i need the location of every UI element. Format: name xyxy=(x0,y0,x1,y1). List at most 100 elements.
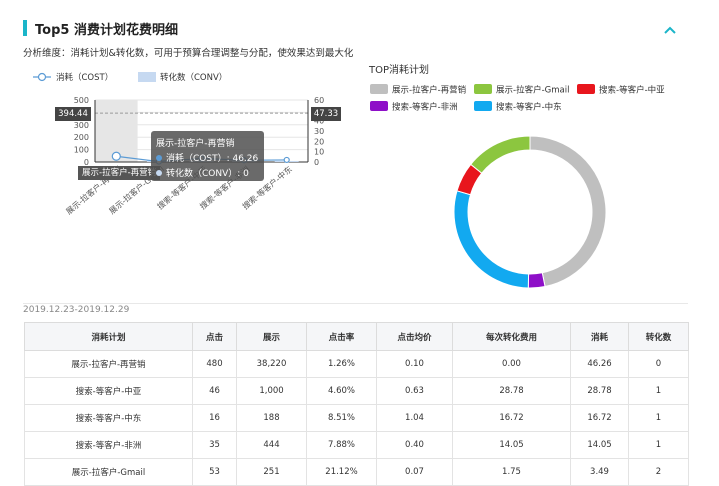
table-cell: 46 xyxy=(192,377,237,405)
table-cell: 0.00 xyxy=(452,350,571,378)
donut-legend-swatch[interactable] xyxy=(474,84,492,94)
table-header-cell: 每次转化费用 xyxy=(452,322,571,351)
hover-category-label: 展示-拉客户-再营销 xyxy=(78,166,161,180)
y-left-tick-label: 500 xyxy=(74,96,89,105)
table-cell: 251 xyxy=(236,458,307,486)
table-cell: 46.26 xyxy=(570,350,629,378)
table-header-cell: 展示 xyxy=(236,322,307,351)
table-header-cell: 消耗 xyxy=(570,322,629,351)
table-cell: 1.75 xyxy=(452,458,571,486)
table-cell: 1,000 xyxy=(236,377,307,405)
cost-plan-table: 消耗计划 点击 展示 点击率 点击均价 每次转化费用 消耗 转化数 展示-拉客户-再营销 480… xyxy=(24,322,689,486)
table-cell: 1 xyxy=(628,404,689,432)
table-cell: 1 xyxy=(628,377,689,405)
section-header: Top5 消费计划花费明细 xyxy=(23,18,178,38)
donut-legend-swatch[interactable] xyxy=(577,84,595,94)
y-right-tick-label: 60 xyxy=(314,96,324,105)
tooltip-conv-value: 转化数（CONV）: 0 xyxy=(166,169,249,179)
legend-cost-label: 消耗（COST） xyxy=(56,72,113,83)
legend-cost[interactable]: 消耗（COST） xyxy=(33,72,113,83)
donut-legend-swatch[interactable] xyxy=(474,101,492,111)
table-header-row: 消耗计划 点击 展示 点击率 点击均价 每次转化费用 消耗 转化数 xyxy=(24,322,689,351)
table-body: 展示-拉客户-再营销 480 38,220 1.26% 0.10 0.00 46.26 0 搜索… xyxy=(24,350,689,486)
y-right-pointer: 47.33 xyxy=(311,107,341,121)
table-header-cell: 点击 xyxy=(192,322,237,351)
table-row: 搜索-等客户-中东 16 188 8.51% 1.04 16.72 16.72 1 xyxy=(24,404,689,432)
y-right-tick-label: 10 xyxy=(314,148,324,157)
table-cell: 0.40 xyxy=(376,431,453,459)
table-cell: 35 xyxy=(192,431,237,459)
section-title: Top5 消费计划花费明细 xyxy=(35,22,178,38)
table-cell: 16 xyxy=(192,404,237,432)
table-cell: 1.04 xyxy=(376,404,453,432)
donut-chart-title: TOP消耗计划 xyxy=(368,63,429,76)
table-header-cell: 点击率 xyxy=(306,322,377,351)
table-cell: 3.49 xyxy=(570,458,629,486)
tooltip-cost-value: 消耗（COST）: 46.26 xyxy=(166,154,259,164)
table-header-cell: 转化数 xyxy=(628,322,689,351)
table-cell: 16.72 xyxy=(452,404,571,432)
header-accent-bar xyxy=(23,20,27,36)
donut-legend-label[interactable]: 展示-拉客户-Gmail xyxy=(496,85,569,96)
analysis-subtitle: 分析维度：消耗计划&转化数，可用于预算合理调整与分配，使效果达到最大化 xyxy=(23,48,354,59)
collapse-chevron-up-icon[interactable] xyxy=(660,20,680,40)
table-cell: 4.60% xyxy=(306,377,377,405)
legend-conv-label: 转化数（CONV） xyxy=(160,72,227,83)
table-cell: 8.51% xyxy=(306,404,377,432)
donut-slice[interactable] xyxy=(529,135,607,288)
date-range: 2019.12.23-2019.12.29 xyxy=(23,305,130,315)
donut-legend-label[interactable]: 搜索-等客户-中东 xyxy=(496,102,562,113)
top-cost-donut-chart: TOP消耗计划 展示-拉客户-再营销 展示-拉客户-Gmail 搜索-等客户-中亚搜… xyxy=(368,63,665,289)
y-right-tick-label: 20 xyxy=(314,137,324,146)
y-left-tick-label: 200 xyxy=(74,133,89,142)
table-cell: 搜索-等客户-非洲 xyxy=(24,431,193,459)
donut-legend-swatch[interactable] xyxy=(370,101,388,111)
table-cell: 展示-拉客户-Gmail xyxy=(24,458,193,486)
table-cell: 21.12% xyxy=(306,458,377,486)
table-cell: 38,220 xyxy=(236,350,307,378)
table-cell: 展示-拉客户-再营销 xyxy=(24,350,193,378)
table-cell: 1 xyxy=(628,431,689,459)
donut-legend-label[interactable]: 搜索-等客户-非洲 xyxy=(392,102,458,113)
legend-conv[interactable]: 转化数（CONV） xyxy=(138,72,227,83)
table-row: 展示-拉客户-再营销 480 38,220 1.26% 0.10 0.00 46.26 0 xyxy=(24,350,689,378)
table-row: 展示-拉客户-Gmail 53 251 21.12% 0.07 1.75 3.49 2 xyxy=(24,458,689,486)
cost-point[interactable] xyxy=(111,151,121,161)
table-cell: 28.78 xyxy=(452,377,571,405)
y-right-tick-label: 0 xyxy=(314,158,319,167)
table-cell: 14.05 xyxy=(570,431,629,459)
table-row: 搜索-等客户-非洲 35 444 7.88% 0.40 14.05 14.05 1 xyxy=(24,431,689,459)
table-cell: 14.05 xyxy=(452,431,571,459)
table-cell: 0.63 xyxy=(376,377,453,405)
table-header-cell: 点击均价 xyxy=(376,322,453,351)
table-row: 搜索-等客户-中亚 46 1,000 4.60% 0.63 28.78 28.78 1 xyxy=(24,377,689,405)
table-cell: 444 xyxy=(236,431,307,459)
y-right-tick-label: 30 xyxy=(314,127,324,136)
donut-slice[interactable] xyxy=(453,190,530,289)
tooltip-cost-dot-icon xyxy=(156,154,162,161)
tooltip-conv-dot-icon xyxy=(156,169,162,176)
donut-legend: 展示-拉客户-再营销 展示-拉客户-Gmail 搜索-等客户-中亚搜索-等客户-非洲… xyxy=(370,84,665,113)
donut-slice[interactable] xyxy=(470,135,531,174)
table-cell: 0 xyxy=(628,350,689,378)
y-left-pointer: 394.44 xyxy=(55,107,91,121)
donut-legend-label[interactable]: 展示-拉客户-再营销 xyxy=(392,85,467,96)
donut-legend-swatch[interactable] xyxy=(370,84,388,94)
donut-legend-label[interactable]: 搜索-等客户-中亚 xyxy=(599,85,665,96)
tooltip-title: 展示-拉客户-再营销 xyxy=(156,139,235,149)
y-left-tick-label: 300 xyxy=(74,121,89,130)
table-cell: 0.10 xyxy=(376,350,453,378)
table-cell: 28.78 xyxy=(570,377,629,405)
tooltip-cost-row: 消耗（COST）: 46.26 xyxy=(156,151,258,164)
table-cell: 16.72 xyxy=(570,404,629,432)
donut-arcs xyxy=(453,135,607,289)
table-cell: 188 xyxy=(236,404,307,432)
donut-slice[interactable] xyxy=(527,272,546,289)
table-cell: 搜索-等客户-中亚 xyxy=(24,377,193,405)
cost-point[interactable] xyxy=(283,156,290,164)
table-cell: 搜索-等客户-中东 xyxy=(24,404,193,432)
table-header-cell: 消耗计划 xyxy=(24,322,193,351)
table-cell: 1.26% xyxy=(306,350,377,378)
y-left-tick-label: 0 xyxy=(84,158,89,167)
table-cell: 53 xyxy=(192,458,237,486)
